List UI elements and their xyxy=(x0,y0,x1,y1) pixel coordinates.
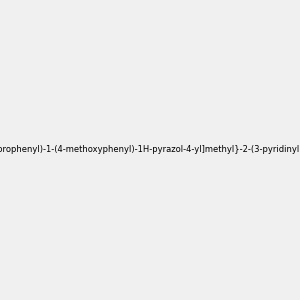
Text: N-{[3-(2-chlorophenyl)-1-(4-methoxyphenyl)-1H-pyrazol-4-yl]methyl}-2-(3-pyridiny: N-{[3-(2-chlorophenyl)-1-(4-methoxypheny… xyxy=(0,146,300,154)
